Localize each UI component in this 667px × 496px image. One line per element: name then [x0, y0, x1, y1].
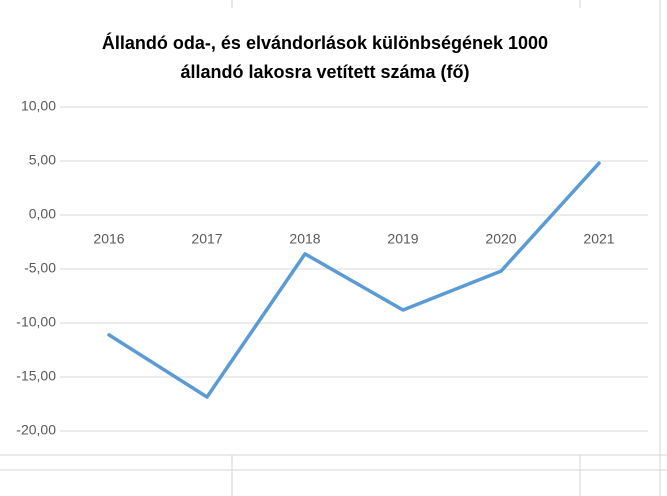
x-tick-label: 2021	[583, 231, 614, 247]
y-tick-label: -5,00	[24, 260, 56, 276]
y-tick-label: -15,00	[16, 368, 56, 384]
chart-title: állandó lakosra vetített száma (fő)	[180, 62, 469, 82]
y-tick-label: 10,00	[21, 98, 56, 114]
x-tick-label: 2018	[289, 231, 320, 247]
x-tick-label: 2019	[387, 231, 418, 247]
x-tick-label: 2020	[485, 231, 516, 247]
y-tick-label: -10,00	[16, 314, 56, 330]
y-tick-label: 5,00	[29, 152, 56, 168]
x-tick-label: 2017	[191, 231, 222, 247]
x-tick-label: 2016	[93, 231, 124, 247]
data-line	[107, 161, 601, 399]
y-tick-label: 0,00	[29, 206, 56, 222]
chart-title: Állandó oda-, és elvándorlások különbség…	[102, 32, 548, 53]
y-tick-label: -20,00	[16, 422, 56, 438]
